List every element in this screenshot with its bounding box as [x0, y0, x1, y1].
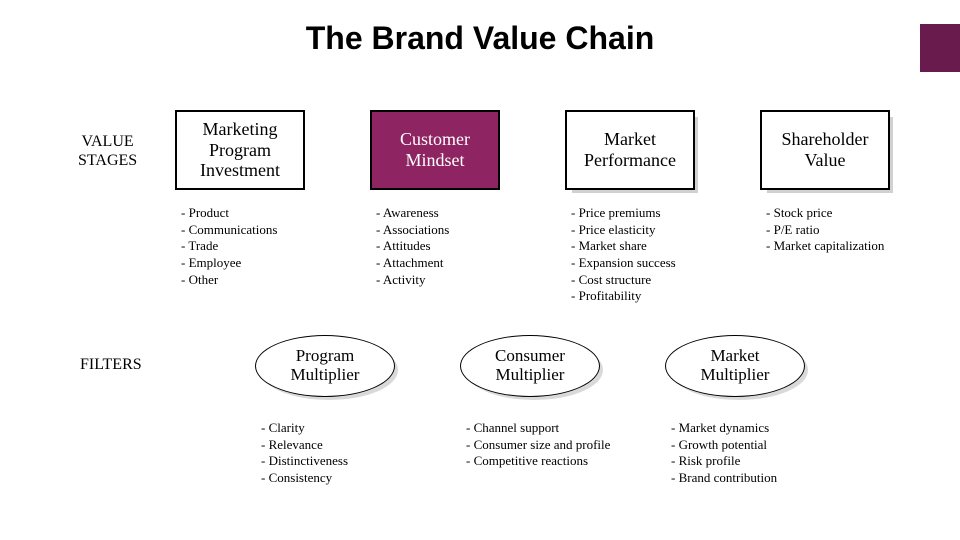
stage-box: Marketing Program Investment [175, 110, 305, 190]
bullet-item: Expansion success [571, 255, 741, 272]
filter-oval: Market Multiplier [665, 335, 805, 397]
stage-box: Customer Mindset [370, 110, 500, 190]
bullet-item: Competitive reactions [466, 453, 656, 470]
filter-bullets: ClarityRelevanceDistinctivenessConsisten… [261, 420, 451, 487]
stage-bullets: ProductCommunicationsTradeEmployeeOther [181, 205, 351, 288]
bullet-item: Trade [181, 238, 351, 255]
row-label-value-stages: VALUE STAGES [78, 132, 137, 170]
bullet-item: Stock price [766, 205, 936, 222]
stage-bullets: Stock priceP/E ratioMarket capitalizatio… [766, 205, 936, 255]
filter-bullets: Market dynamicsGrowth potentialRisk prof… [671, 420, 861, 487]
bullet-item: Attachment [376, 255, 546, 272]
row-label-filters: FILTERS [80, 355, 142, 374]
bullet-item: Growth potential [671, 437, 861, 454]
stage-box: Shareholder Value [760, 110, 890, 190]
bullet-item: Profitability [571, 288, 741, 305]
bullet-item: Consumer size and profile [466, 437, 656, 454]
page-title: The Brand Value Chain [0, 20, 960, 57]
bullet-item: Attitudes [376, 238, 546, 255]
bullet-item: Activity [376, 272, 546, 289]
filter-oval: Consumer Multiplier [460, 335, 600, 397]
stage-bullets: Price premiumsPrice elasticityMarket sha… [571, 205, 741, 305]
bullet-item: Awareness [376, 205, 546, 222]
bullet-item: Other [181, 272, 351, 289]
bullet-item: Consistency [261, 470, 451, 487]
bullet-item: Price premiums [571, 205, 741, 222]
bullet-item: Employee [181, 255, 351, 272]
stage-bullets: AwarenessAssociationsAttitudesAttachment… [376, 205, 546, 288]
bullet-item: Market capitalization [766, 238, 936, 255]
bullet-item: Cost structure [571, 272, 741, 289]
bullet-item: Market share [571, 238, 741, 255]
stage-box: Market Performance [565, 110, 695, 190]
filter-oval: Program Multiplier [255, 335, 395, 397]
bullet-item: Clarity [261, 420, 451, 437]
bullet-item: Distinctiveness [261, 453, 451, 470]
bullet-item: Brand contribution [671, 470, 861, 487]
bullet-item: P/E ratio [766, 222, 936, 239]
bullet-item: Associations [376, 222, 546, 239]
bullet-item: Risk profile [671, 453, 861, 470]
bullet-item: Price elasticity [571, 222, 741, 239]
bullet-item: Communications [181, 222, 351, 239]
bullet-item: Channel support [466, 420, 656, 437]
filter-bullets: Channel supportConsumer size and profile… [466, 420, 656, 470]
bullet-item: Market dynamics [671, 420, 861, 437]
bullet-item: Relevance [261, 437, 451, 454]
bullet-item: Product [181, 205, 351, 222]
